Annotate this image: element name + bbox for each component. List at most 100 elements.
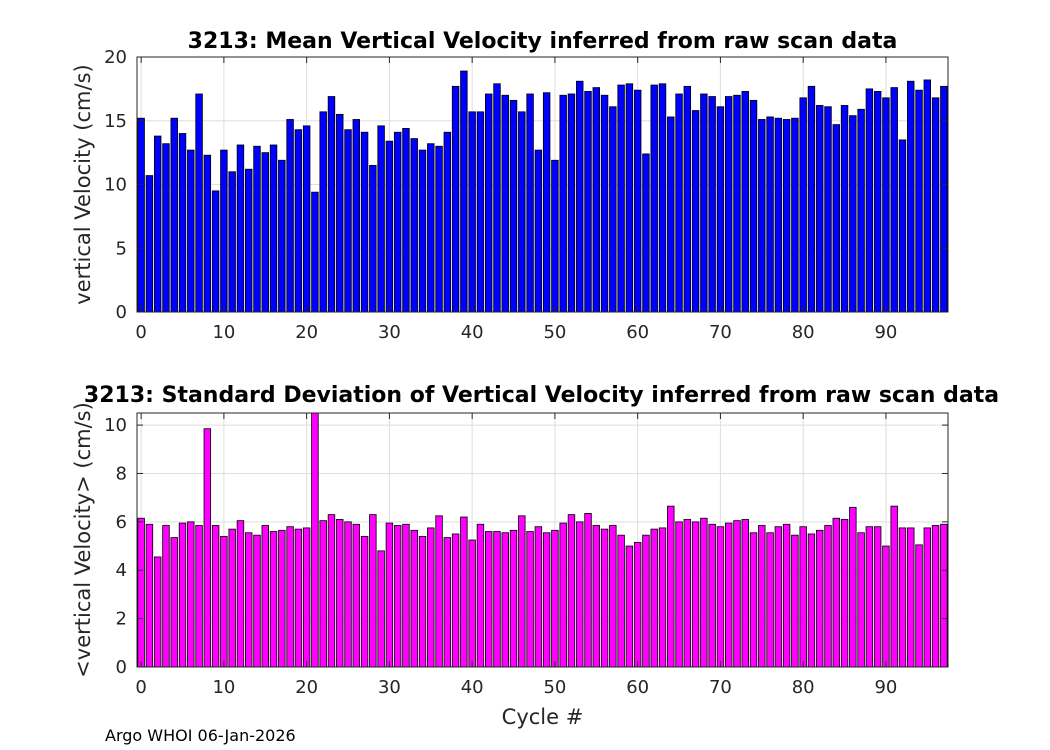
bar	[865, 88, 874, 313]
bar	[567, 93, 576, 313]
bar	[816, 529, 824, 668]
bar	[501, 532, 509, 668]
y-tick-label: 0	[116, 302, 127, 323]
bar	[294, 129, 303, 313]
bar	[377, 125, 385, 313]
bar	[170, 537, 178, 668]
bar	[700, 517, 708, 668]
bar	[749, 532, 758, 668]
bar	[211, 525, 220, 668]
bar	[650, 84, 658, 313]
bar	[418, 535, 427, 668]
x-tick-label: 60	[626, 677, 649, 698]
bar	[178, 522, 187, 668]
bar	[526, 93, 534, 313]
bar	[327, 514, 336, 668]
bar	[724, 96, 733, 313]
bar	[443, 131, 452, 313]
bar	[294, 528, 303, 668]
bar	[716, 106, 725, 313]
bar	[418, 149, 427, 313]
x-tick-label: 80	[792, 322, 815, 343]
std-velocity-panel: 0 10 20 30 40 50 60 70 80 90 0 2 4 6 8 10 3213: Standard…	[71, 383, 999, 729]
bar	[542, 532, 551, 668]
bar	[824, 106, 832, 313]
bar	[393, 131, 402, 313]
x-tick-label: 0	[135, 677, 146, 698]
bar	[683, 519, 692, 668]
bar	[774, 526, 783, 668]
bar	[360, 131, 369, 313]
bar	[509, 99, 518, 313]
bar	[708, 523, 716, 668]
bar	[600, 528, 609, 668]
bar	[526, 531, 534, 668]
bar	[733, 520, 741, 668]
bar	[633, 89, 642, 313]
bar	[137, 517, 145, 668]
y-axis-label: vertical Velocity (cm/s)	[71, 64, 95, 304]
bar	[228, 528, 236, 668]
x-tick-label: 20	[295, 322, 318, 343]
bar	[493, 83, 501, 313]
bar	[584, 91, 592, 313]
bar	[195, 525, 203, 668]
bar	[493, 531, 501, 668]
bar	[633, 542, 642, 668]
bar	[700, 93, 708, 313]
bar	[741, 519, 749, 668]
bar	[840, 105, 849, 313]
bar	[443, 537, 452, 668]
bar	[691, 110, 700, 313]
x-tick-label: 20	[295, 677, 318, 698]
bar	[733, 94, 741, 313]
bar	[203, 154, 212, 313]
bar	[807, 533, 816, 668]
bar	[782, 119, 791, 313]
y-tick-label: 20	[104, 47, 127, 68]
bar	[327, 96, 336, 313]
bar	[509, 529, 518, 668]
x-tick-label: 40	[461, 322, 484, 343]
bar	[766, 532, 774, 668]
bar	[137, 117, 145, 313]
bar	[253, 534, 261, 668]
bar	[468, 539, 476, 668]
bar	[650, 528, 658, 668]
y-tick-label: 10	[104, 175, 127, 196]
bar	[476, 523, 485, 668]
bar	[940, 523, 948, 668]
bar	[766, 116, 774, 313]
bar	[816, 105, 824, 313]
bar	[236, 144, 245, 313]
x-tick-label: 80	[792, 677, 815, 698]
bar	[857, 108, 865, 313]
bar	[269, 144, 278, 313]
y-tick-label: 4	[116, 560, 127, 581]
bar	[741, 91, 749, 313]
bar	[501, 94, 509, 313]
bar	[484, 531, 493, 668]
bar	[774, 117, 783, 313]
bar	[427, 527, 435, 668]
bar	[749, 99, 758, 313]
y-tick-label: 10	[104, 415, 127, 436]
bar	[534, 149, 543, 313]
bar	[592, 87, 601, 313]
bar	[758, 119, 766, 313]
y-axis-label: <vertical Velocity> (cm/s)	[71, 402, 95, 678]
bar	[203, 428, 212, 668]
bar	[898, 527, 907, 668]
bar	[600, 94, 609, 313]
bar	[898, 139, 907, 313]
bar	[551, 159, 559, 313]
bar	[435, 145, 443, 313]
bar	[162, 525, 170, 668]
bar	[336, 113, 344, 313]
bar	[940, 85, 948, 313]
bar	[145, 523, 154, 668]
bar	[261, 152, 269, 313]
bar	[592, 525, 601, 668]
bar	[344, 129, 352, 313]
bar	[882, 545, 890, 668]
